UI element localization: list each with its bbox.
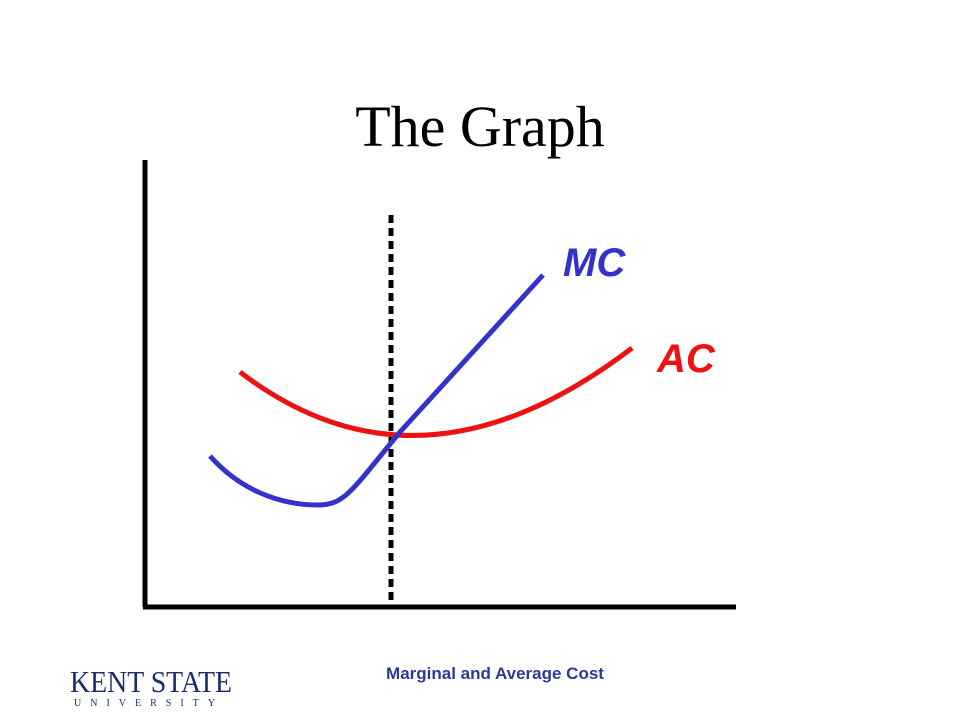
- logo-name: KENT STATE: [70, 664, 232, 699]
- logo-sub: UNIVERSITY: [74, 698, 224, 709]
- mc-curve: [208, 273, 545, 508]
- ac-label: AC: [656, 337, 716, 381]
- mc-label: MC: [563, 241, 626, 285]
- footer: Marginal and Average Cost: [386, 664, 604, 683]
- ac-curve: [238, 346, 634, 438]
- slide-title: The Graph: [355, 94, 605, 159]
